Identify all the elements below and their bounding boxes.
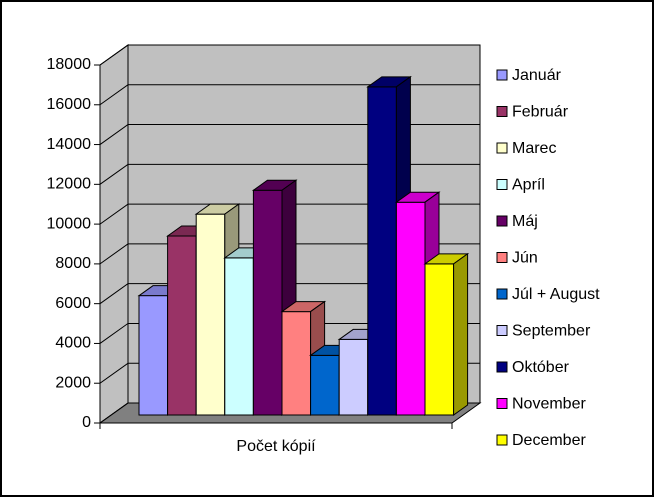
legend-swatch xyxy=(496,325,508,336)
y-tick-label: 12000 xyxy=(47,176,92,193)
legend-label: December xyxy=(512,432,586,449)
bar-face xyxy=(195,213,226,416)
bar-face xyxy=(167,235,197,416)
grid-line xyxy=(99,84,480,106)
grid-line xyxy=(99,243,480,265)
legend-swatch xyxy=(496,361,508,373)
bar-face xyxy=(395,201,426,416)
bar-face xyxy=(138,295,169,416)
legend-swatch xyxy=(496,252,508,263)
legend-label: Február xyxy=(512,104,569,121)
bar xyxy=(423,252,470,416)
y-tick-label: 8000 xyxy=(55,255,91,272)
legend-label: Jún xyxy=(512,250,538,267)
y-tick-label: 4000 xyxy=(55,335,91,352)
legend-label: September xyxy=(512,323,591,340)
y-tick-label: 16000 xyxy=(47,96,92,113)
bar-face xyxy=(338,338,369,416)
y-tick-label: 2000 xyxy=(55,374,91,391)
legend-swatch xyxy=(496,288,508,300)
y-tick-label: 10000 xyxy=(47,215,92,232)
bar-face xyxy=(252,189,283,416)
grid-line xyxy=(99,203,480,225)
legend-label: Júl + August xyxy=(512,286,600,303)
legend-label: Apríl xyxy=(512,177,545,194)
legend-swatch xyxy=(496,106,508,117)
y-tick-label: 18000 xyxy=(47,56,92,73)
bar-face xyxy=(453,252,469,416)
legend-label: Máj xyxy=(512,213,538,230)
legend-label: November xyxy=(512,396,586,413)
x-tick-label: Počet kópií xyxy=(236,438,316,455)
legend-label: Marec xyxy=(512,140,556,157)
legend-label: Október xyxy=(512,359,570,376)
y-tick-label: 0 xyxy=(82,414,91,431)
bar-face xyxy=(281,311,312,416)
legend-swatch xyxy=(496,69,508,81)
legend-label: Január xyxy=(512,67,562,84)
grid-line xyxy=(99,163,480,185)
bar-face xyxy=(367,86,397,416)
y-tick-label: 14000 xyxy=(47,136,92,153)
grid-line xyxy=(99,322,480,344)
grid-line xyxy=(99,283,480,305)
y-tick-label: 6000 xyxy=(55,295,91,312)
legend-swatch xyxy=(496,215,508,227)
grid-line xyxy=(99,44,480,66)
bar-face xyxy=(310,354,340,416)
bar-face xyxy=(424,263,455,416)
legend-swatch xyxy=(496,398,508,409)
bar-face xyxy=(224,257,254,416)
grid-line xyxy=(99,124,480,145)
legend-swatch xyxy=(496,142,508,154)
legend-swatch xyxy=(496,434,508,446)
legend-swatch xyxy=(496,179,508,190)
